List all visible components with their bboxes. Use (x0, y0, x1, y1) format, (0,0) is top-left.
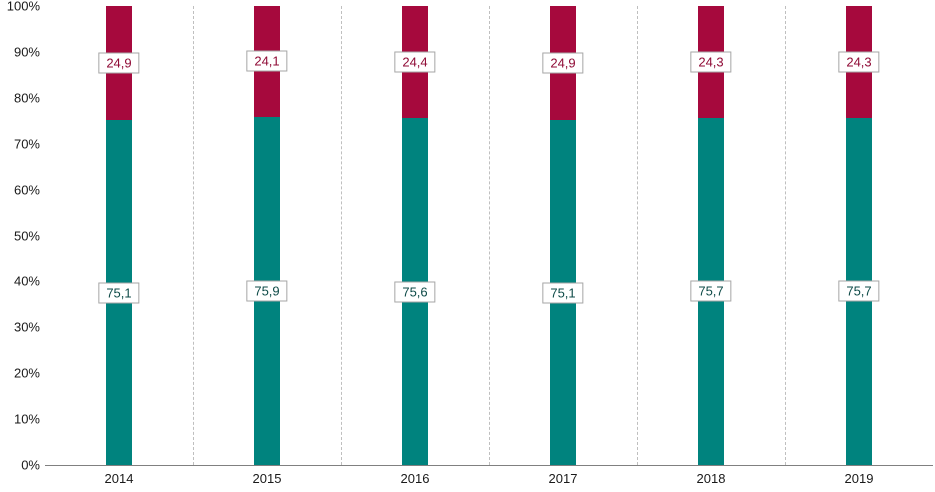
value-label-top: 24,3 (838, 51, 880, 73)
gridline (192, 6, 194, 465)
x-tick-label: 2015 (252, 471, 282, 486)
x-tick-label: 2016 (400, 471, 430, 486)
y-tick-label: 70% (13, 136, 40, 152)
y-tick-label: 50% (13, 228, 40, 243)
gridline (489, 6, 490, 465)
gridline (636, 6, 638, 465)
bar-2015 (254, 6, 280, 465)
bar-2014 (105, 6, 132, 465)
plot-area: 75,1 24,9 75,9 24,1 75,6 24,4 75,1 24,9 75,7 24,3… (45, 6, 933, 466)
bar-2017 (550, 6, 576, 465)
value-label-bottom: 75,1 (542, 282, 584, 304)
gridline (340, 6, 342, 465)
value-label-top: 24,9 (98, 52, 140, 74)
value-label-bottom: 75,6 (394, 281, 436, 302)
value-label-top: 24,3 (690, 51, 732, 73)
bar-2019 (846, 6, 872, 465)
y-axis: 0% 10% 20% 30% 40% 50% 60% 70% 80% 90% 100% (0, 0, 40, 473)
value-label-top: 24,4 (394, 51, 436, 73)
x-tick-label: 2014 (104, 471, 134, 486)
value-label-bottom: 75,7 (838, 280, 880, 302)
y-tick-label: 60% (13, 182, 40, 198)
y-tick-label: 40% (13, 273, 40, 289)
bar-2018 (698, 6, 724, 465)
x-tick-label: 2017 (548, 471, 578, 486)
y-tick-label: 80% (13, 90, 40, 106)
y-tick-label: 90% (13, 44, 40, 60)
value-label-top: 24,1 (246, 50, 288, 72)
x-tick-label: 2019 (844, 471, 874, 486)
bar-2016 (402, 6, 428, 465)
value-label-bottom: 75,7 (690, 280, 732, 302)
value-label-top: 24,9 (542, 52, 584, 74)
y-tick-label: 100% (6, 0, 40, 14)
y-tick-label: 10% (13, 411, 40, 427)
value-label-bottom: 75,1 (98, 282, 140, 304)
value-label-bottom: 75,9 (246, 280, 288, 302)
gridline (785, 6, 786, 465)
x-axis: 2014 2015 2016 2017 2018 2019 (45, 471, 933, 491)
y-tick-label: 0% (21, 457, 40, 473)
y-tick-label: 20% (13, 365, 40, 381)
y-tick-label: 30% (13, 319, 40, 335)
x-tick-label: 2018 (696, 471, 726, 486)
